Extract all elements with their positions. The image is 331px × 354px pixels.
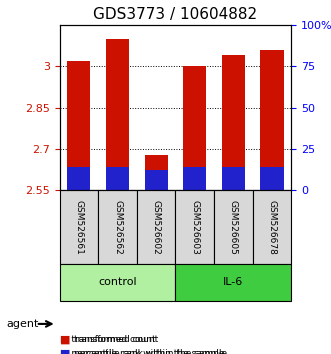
FancyBboxPatch shape [253, 190, 291, 264]
Text: agent: agent [7, 319, 39, 329]
Text: ■ percentile rank within the sample: ■ percentile rank within the sample [60, 349, 224, 354]
Text: percentile rank within the sample: percentile rank within the sample [74, 349, 228, 354]
Bar [260, 50, 284, 190]
Bar [67, 167, 90, 190]
Text: GSM526561: GSM526561 [74, 200, 83, 255]
Text: ■: ■ [60, 348, 70, 354]
Text: ■ transformed count: ■ transformed count [60, 335, 155, 344]
Bar [183, 66, 206, 190]
Text: GSM526562: GSM526562 [113, 200, 122, 255]
FancyBboxPatch shape [175, 264, 291, 301]
Text: control: control [98, 278, 137, 287]
Bar [222, 167, 245, 190]
Title: GDS3773 / 10604882: GDS3773 / 10604882 [93, 7, 258, 22]
Text: GSM526678: GSM526678 [267, 200, 276, 255]
Text: IL-6: IL-6 [223, 278, 244, 287]
Bar [67, 61, 90, 190]
Bar [222, 55, 245, 190]
Bar [106, 39, 129, 190]
Bar [145, 155, 168, 190]
FancyBboxPatch shape [60, 264, 175, 301]
Bar [106, 167, 129, 190]
Bar [106, 39, 129, 167]
FancyBboxPatch shape [98, 190, 137, 264]
FancyBboxPatch shape [137, 190, 175, 264]
Text: GSM526602: GSM526602 [152, 200, 161, 255]
Text: ■: ■ [60, 335, 70, 345]
Bar [183, 167, 206, 190]
FancyBboxPatch shape [175, 190, 214, 264]
FancyBboxPatch shape [214, 190, 253, 264]
Bar [67, 61, 90, 167]
Bar [145, 155, 168, 170]
Text: GSM526603: GSM526603 [190, 200, 199, 255]
Bar [145, 170, 168, 190]
Bar [183, 66, 206, 167]
FancyBboxPatch shape [60, 190, 98, 264]
Bar [260, 167, 284, 190]
Bar [222, 55, 245, 167]
Text: transformed count: transformed count [74, 335, 159, 344]
Text: GSM526605: GSM526605 [229, 200, 238, 255]
Bar [260, 50, 284, 167]
